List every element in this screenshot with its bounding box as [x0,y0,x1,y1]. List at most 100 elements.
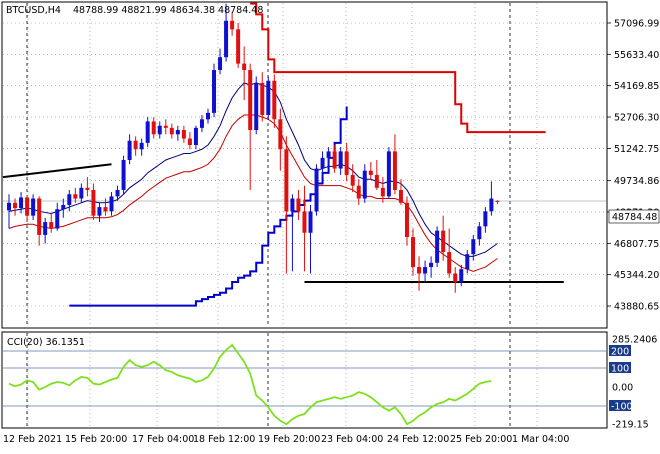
candle-body [43,222,48,235]
candle-body [175,129,180,135]
candle-body [459,269,464,283]
ohlc-readout: 48788.99 48821.99 48634.38 48784.48 [73,5,263,16]
candle [139,138,144,156]
trendline-resistance [2,163,112,179]
price-tick-label: 45344.20 [614,270,659,281]
candle [495,200,500,205]
candle [368,162,373,180]
candle-body [103,207,108,212]
candle-body [115,189,120,197]
candle-body [290,198,295,212]
candle-body [67,194,72,205]
cci-tick-label: 0.00 [612,383,633,394]
candle-body [380,187,385,197]
candle-body [302,211,307,233]
candle [465,249,470,274]
candle-body [362,170,367,199]
candle [308,204,313,274]
price-tick-label: 54169.85 [614,81,659,92]
candle [272,74,277,128]
candle-body [224,20,229,58]
candle-body [248,70,253,130]
candle-body [127,140,132,160]
candle-body [55,209,60,229]
ma-slow-line [8,114,498,272]
candle-body [109,196,114,212]
symbol-label: BTCUSD,H4 [6,5,61,16]
candle [489,181,494,216]
moving-averages [8,82,498,272]
candle-body [205,112,210,120]
candle [320,151,325,178]
candle [242,46,247,101]
candle-body [398,189,403,203]
time-tick-label: 1 Mar 04:00 [512,434,569,445]
candle-body [79,187,84,199]
cci-panel [1,331,608,429]
candlesticks [7,3,500,293]
candle-body [308,211,313,233]
candle [91,183,96,220]
candle [411,228,416,276]
candle-body [320,157,325,169]
candle-body [254,82,259,130]
candle-body [49,222,54,229]
candle [314,164,319,216]
price-panel [1,1,608,329]
candle [453,267,458,293]
candle-body [489,198,494,212]
cci-level-label: 200 [611,347,629,358]
candle [386,147,391,199]
candle [350,164,355,193]
candle [417,256,422,291]
candle-body [272,80,277,120]
candle-body [278,119,283,150]
candle-body [344,151,349,175]
cci-level-label: -100 [611,402,633,413]
candle [338,147,343,175]
candle-body [157,125,162,135]
time-tick-label: 18 Feb 12:00 [193,434,255,445]
candle [380,177,385,203]
candle [13,198,18,216]
candle [151,117,156,139]
cci-tick-label: -219.15 [612,420,649,431]
candle [157,121,162,139]
candle-body [218,57,223,71]
candle [115,185,120,201]
candle-body [266,80,271,116]
candle [423,260,428,283]
candle-body [145,121,150,143]
trailing-stop-down-line [250,2,546,134]
candle [25,195,30,223]
candle-body [435,230,440,263]
cci-level-label: 100 [611,364,629,375]
ma-fast-line [8,82,498,257]
candle-body [242,63,247,71]
candle [133,136,138,156]
candle-body [212,70,217,113]
candle [332,144,337,173]
candle-body [429,262,434,268]
candle [145,117,150,148]
candle-body [356,185,361,199]
candle [302,185,307,272]
price-axis: 57096.99 55633.40 54169.85 52706.30 51242.75… [607,19,659,313]
candle-body [296,198,301,212]
time-tick-label: 12 Feb 2021 [3,434,62,445]
candle [61,198,66,218]
current-price-label: 48784.48 [612,212,657,223]
time-tick-label: 17 Feb 04:00 [132,434,194,445]
time-tick-label: 24 Feb 12:00 [387,434,449,445]
candle [266,76,271,120]
candle [471,234,476,261]
candle [459,264,464,287]
candle [212,63,217,118]
candle-body [368,170,373,175]
time-tick-label: 25 Feb 20:00 [450,434,512,445]
candle-body [31,198,36,216]
price-tick-label: 49734.86 [614,176,659,187]
